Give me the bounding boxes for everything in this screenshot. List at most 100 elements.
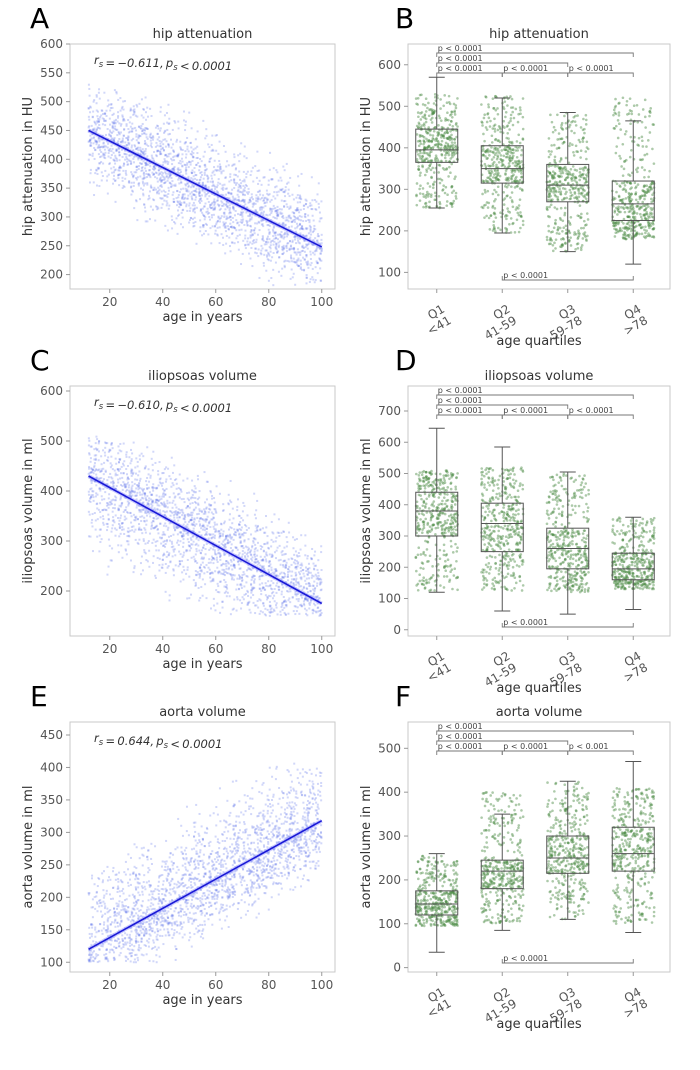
jitter-point [428, 164, 432, 167]
data-point [180, 498, 183, 501]
data-point [127, 146, 130, 149]
jitter-point [446, 144, 450, 147]
jitter-point [612, 224, 616, 227]
data-point [100, 463, 103, 466]
data-point [228, 208, 231, 211]
data-point [317, 574, 320, 577]
jitter-point [454, 144, 458, 148]
data-point [138, 182, 141, 185]
data-point [211, 180, 214, 183]
data-point [160, 190, 163, 193]
data-point [128, 154, 131, 157]
data-point [243, 585, 246, 588]
data-point [133, 155, 136, 158]
data-point [216, 566, 219, 569]
data-point [244, 234, 247, 237]
data-point [103, 156, 106, 159]
data-point [110, 455, 113, 458]
data-point [110, 442, 113, 445]
jitter-point [508, 156, 511, 160]
data-point [103, 112, 106, 115]
data-point [266, 192, 269, 195]
jitter-point [643, 190, 646, 193]
data-point [135, 129, 138, 132]
jitter-point [643, 228, 646, 232]
jitter-point [430, 175, 433, 179]
jitter-point [445, 168, 448, 171]
data-point [148, 197, 151, 200]
jitter-point [636, 143, 639, 147]
data-point [212, 201, 215, 204]
data-point [107, 149, 110, 152]
data-point [301, 569, 304, 572]
data-point [273, 240, 276, 243]
data-point [315, 250, 318, 253]
jitter-point [427, 159, 430, 163]
data-point [157, 127, 160, 130]
data-point [281, 223, 284, 226]
data-point [187, 520, 190, 523]
data-point [238, 552, 241, 555]
data-point [275, 243, 278, 246]
data-point [213, 190, 216, 193]
jitter-point [444, 185, 448, 189]
data-point [285, 216, 288, 219]
jitter-point [635, 205, 638, 208]
jitter-point [439, 107, 442, 110]
data-point [198, 496, 201, 499]
data-point [269, 207, 272, 210]
data-point [152, 165, 155, 168]
jitter-point [450, 162, 454, 166]
jitter-point [437, 133, 440, 137]
data-point [178, 550, 181, 553]
data-point [185, 153, 188, 156]
jitter-point [558, 187, 561, 191]
data-point [297, 208, 300, 211]
data-point [275, 591, 278, 594]
jitter-point [551, 186, 555, 190]
data-point [223, 222, 226, 225]
jitter-point [424, 205, 428, 209]
data-point [302, 220, 305, 223]
data-point [210, 157, 213, 160]
data-point [213, 173, 216, 176]
data-point [107, 173, 110, 176]
data-point [230, 179, 233, 182]
data-point [165, 204, 168, 207]
data-point [244, 203, 247, 206]
data-point [308, 204, 311, 207]
data-point [248, 608, 251, 611]
data-point [260, 212, 263, 215]
data-point [186, 136, 189, 139]
data-point [268, 231, 271, 234]
data-point [205, 498, 208, 501]
jitter-point [433, 198, 437, 202]
jitter-point [566, 182, 570, 186]
data-point [158, 136, 161, 139]
jitter-point [619, 206, 623, 209]
data-point [254, 524, 257, 527]
jitter-point [497, 171, 500, 175]
jitter-point [643, 216, 647, 220]
data-point [156, 138, 159, 141]
data-point [89, 172, 92, 175]
jitter-point [481, 154, 485, 157]
data-point [159, 197, 162, 200]
jitter-point [560, 127, 564, 131]
data-point [247, 201, 250, 204]
data-point [175, 174, 178, 177]
data-point [304, 213, 307, 216]
data-point [273, 513, 276, 516]
data-point [306, 567, 309, 570]
data-point [90, 141, 93, 144]
data-point [296, 208, 299, 211]
data-point [176, 189, 179, 192]
data-point [303, 238, 306, 241]
data-point [246, 222, 249, 225]
jitter-point [416, 103, 420, 106]
jitter-point [511, 123, 515, 127]
data-point [137, 146, 140, 149]
jitter-point [559, 218, 563, 221]
data-point [203, 566, 206, 569]
data-point [156, 205, 159, 208]
